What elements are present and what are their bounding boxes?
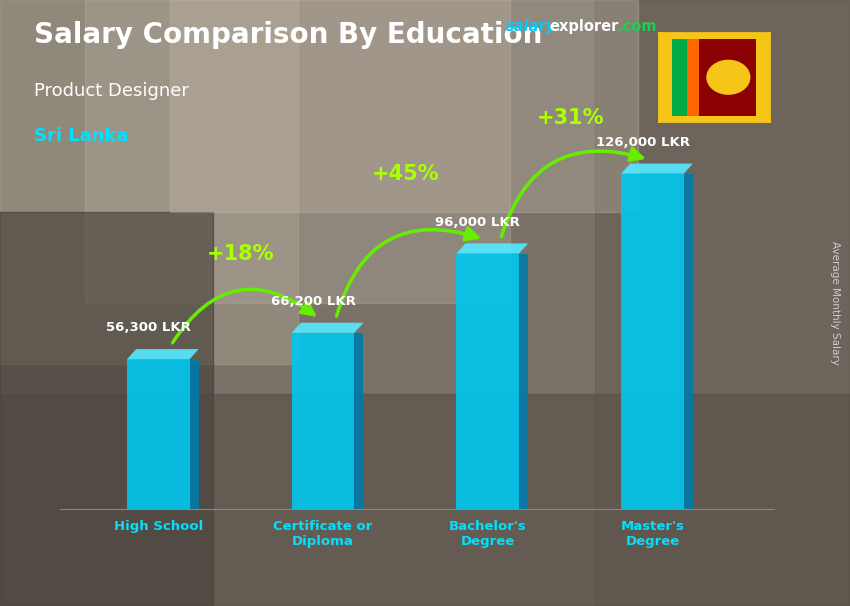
Bar (170, 0, 638, 212)
Circle shape (706, 60, 751, 95)
Text: .com: .com (617, 19, 656, 35)
Bar (85, 0, 510, 303)
Bar (456, 253, 519, 509)
Text: Salary Comparison By Education: Salary Comparison By Education (34, 21, 542, 49)
Text: +31%: +31% (536, 108, 604, 128)
Bar (354, 333, 364, 509)
Text: 66,200 LKR: 66,200 LKR (270, 295, 355, 308)
Text: Sri Lanka: Sri Lanka (34, 127, 128, 145)
Polygon shape (292, 323, 364, 333)
Bar (672, 39, 756, 116)
Bar (672, 39, 688, 116)
Bar (292, 333, 354, 509)
Text: 126,000 LKR: 126,000 LKR (596, 136, 689, 149)
Text: Product Designer: Product Designer (34, 82, 189, 100)
Polygon shape (621, 164, 693, 174)
Bar (683, 174, 693, 509)
Text: 56,300 LKR: 56,300 LKR (106, 321, 191, 335)
Text: 96,000 LKR: 96,000 LKR (435, 216, 520, 229)
Bar (688, 39, 699, 116)
Bar (0, 0, 298, 364)
Polygon shape (127, 349, 199, 359)
Bar (519, 253, 528, 509)
Text: explorer: explorer (549, 19, 619, 35)
Bar (127, 359, 190, 509)
Bar (595, 0, 850, 606)
Polygon shape (456, 244, 528, 253)
Bar (0, 394, 850, 606)
Bar (621, 174, 683, 509)
Text: +45%: +45% (371, 164, 439, 184)
Bar (0, 212, 212, 606)
Text: Average Monthly Salary: Average Monthly Salary (830, 241, 840, 365)
Text: salary: salary (506, 19, 556, 35)
Text: +18%: +18% (207, 244, 275, 264)
Bar (190, 359, 199, 509)
